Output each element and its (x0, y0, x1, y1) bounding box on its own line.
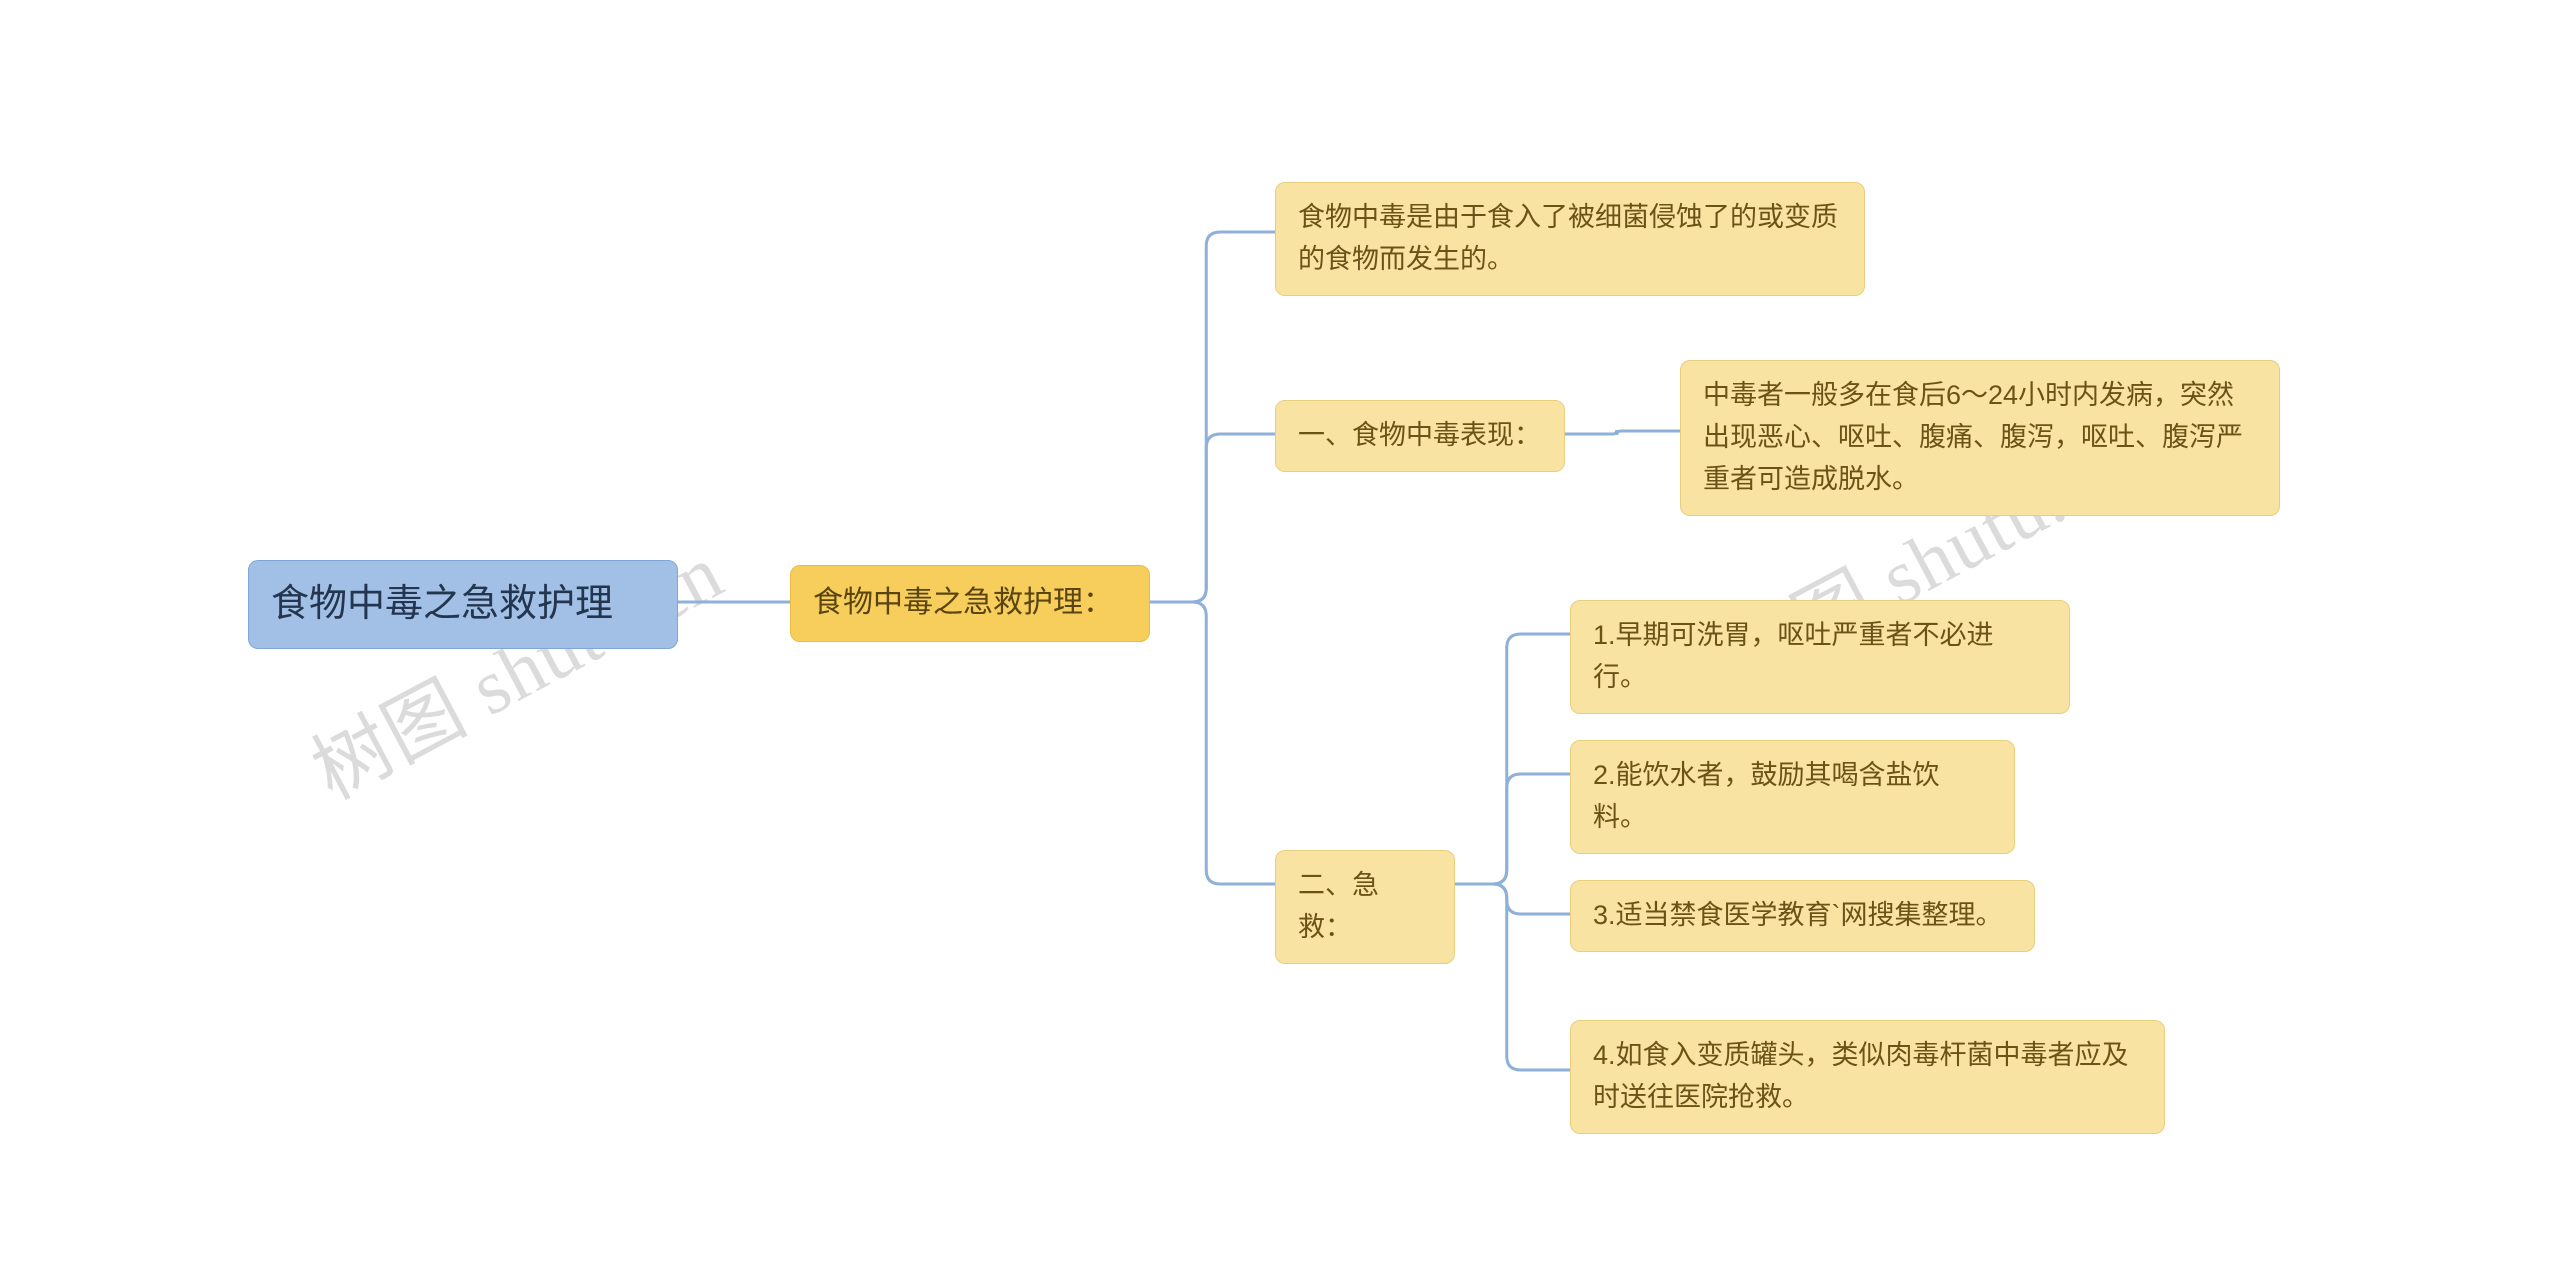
mindmap-node-level1: 食物中毒之急救护理： (790, 565, 1150, 642)
mindmap-node-intro: 食物中毒是由于食入了被细菌侵蚀了的或变质的食物而发生的。 (1275, 182, 1865, 296)
mindmap-node-branch2-item3: 3.适当禁食医学教育`网搜集整理。 (1570, 880, 2035, 952)
mindmap-node-branch1: 一、食物中毒表现： (1275, 400, 1565, 472)
mindmap-root: 食物中毒之急救护理 (248, 560, 678, 649)
mindmap-node-branch2: 二、急救： (1275, 850, 1455, 964)
watermark: 树图 shutu.cn (290, 511, 739, 821)
mindmap-node-branch1-child: 中毒者一般多在食后6～24小时内发病，突然出现恶心、呕吐、腹痛、腹泻，呕吐、腹泻… (1680, 360, 2280, 516)
mindmap-node-branch2-item2: 2.能饮水者，鼓励其喝含盐饮料。 (1570, 740, 2015, 854)
mindmap-node-branch2-item1: 1.早期可洗胃，呕吐严重者不必进行。 (1570, 600, 2070, 714)
mindmap-node-branch2-item4: 4.如食入变质罐头，类似肉毒杆菌中毒者应及时送往医院抢救。 (1570, 1020, 2165, 1134)
